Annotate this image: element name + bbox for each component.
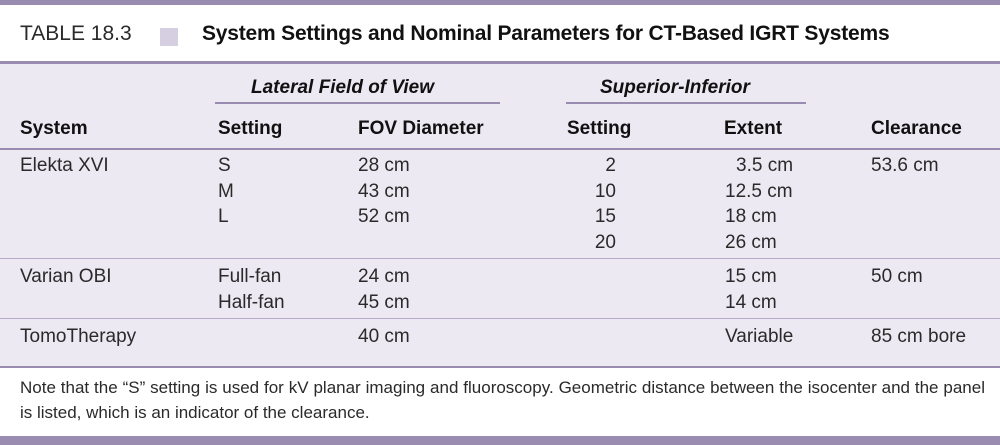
extent: 14 cm (725, 292, 777, 313)
lateral-setting: S (218, 155, 231, 176)
clearance: 85 cm bore (871, 326, 967, 347)
fov-diameter: 40 cm (358, 326, 410, 347)
extent: 12.5 cm (725, 181, 793, 202)
fov-diameter: 43 cm (358, 181, 410, 202)
extent: 26 cm (725, 232, 777, 253)
col-header-fov-diameter: FOV Diameter (358, 118, 484, 139)
fov-diameter: 24 cm (358, 266, 410, 287)
fov-diameter: 52 cm (358, 206, 410, 227)
lateral-setting: L (218, 206, 229, 227)
bottom-rule (0, 436, 1000, 445)
si-setting: 2 (605, 155, 616, 176)
si-setting: 20 (594, 232, 616, 253)
lateral-setting: Half-fan (218, 292, 285, 313)
extent: Variable (725, 326, 794, 347)
fov-diameter: 45 cm (358, 292, 410, 313)
table-title: System Settings and Nominal Parameters f… (202, 22, 890, 45)
col-header-system: System (20, 118, 88, 139)
table-number: TABLE 18.3 (20, 22, 132, 45)
clearance: 50 cm (871, 266, 923, 287)
title-rule (0, 61, 1000, 64)
si-setting: 15 (594, 206, 616, 227)
extent: 3.5 cm (736, 155, 794, 176)
lateral-setting: M (218, 181, 234, 202)
col-header-extent: Extent (724, 118, 783, 139)
row-divider (0, 318, 1000, 319)
col-header-si-setting: Setting (567, 118, 632, 139)
row-divider (0, 258, 1000, 259)
col-header-clearance: Clearance (871, 118, 962, 139)
square-marker-icon (160, 28, 178, 46)
group-header-superior-inferior: Superior-Inferior (600, 77, 750, 98)
clearance: 53.6 cm (871, 155, 939, 176)
header-rule (0, 148, 1000, 150)
extent: 18 cm (725, 206, 777, 227)
extent: 15 cm (725, 266, 777, 287)
table-footnote: Note that the “S” setting is used for kV… (20, 378, 985, 422)
lateral-setting: Full-fan (218, 266, 282, 287)
group-header-lateral: Lateral Field of View (251, 77, 435, 98)
top-rule (0, 0, 1000, 5)
group-rule-lateral (215, 102, 500, 104)
system-name: Varian OBI (20, 266, 112, 287)
fov-diameter: 28 cm (358, 155, 410, 176)
note-rule (0, 366, 1000, 368)
si-setting: 10 (594, 181, 616, 202)
col-header-lateral-setting: Setting (218, 118, 283, 139)
table-body (0, 64, 1000, 366)
system-name: TomoTherapy (20, 326, 137, 347)
group-rule-superior-inferior (566, 102, 806, 104)
system-name: Elekta XVI (20, 155, 109, 176)
